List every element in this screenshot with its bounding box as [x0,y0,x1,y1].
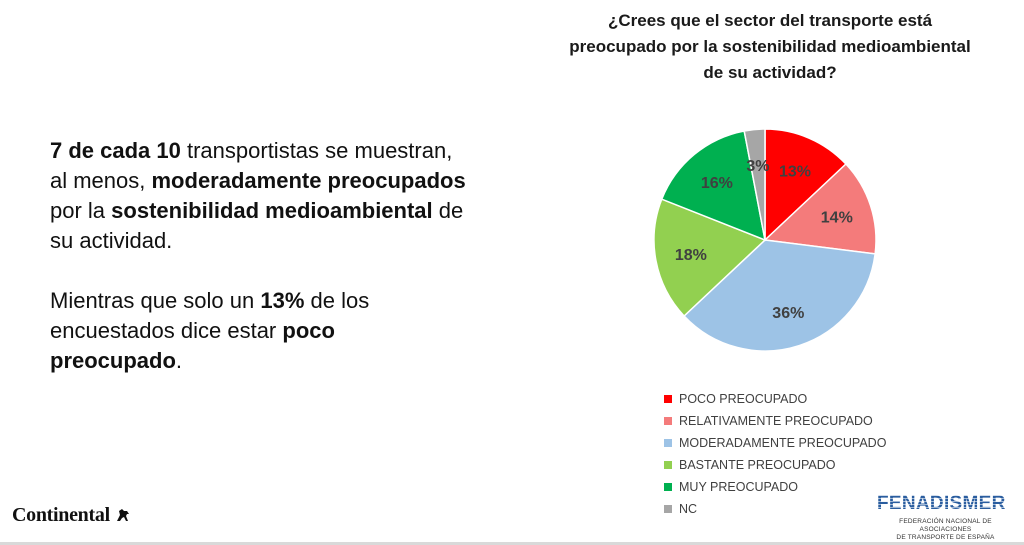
legend-swatch [664,505,672,513]
legend-swatch [664,461,672,469]
summary-paragraph-2: Mientras que solo un 13% de los encuesta… [50,288,370,373]
legend-item-poco-preocupado: POCO PREOCUPADO [664,388,886,410]
legend-item-bastante-preocupado: BASTANTE PREOCUPADO [664,454,886,476]
highlight-percent: 13% [260,288,305,313]
pie-label-relativamente-preocupado: 14% [821,210,853,227]
pie-label-moderadamente-preocupado: 36% [772,305,804,322]
continental-logo: Continental [12,504,131,527]
summary-paragraph-1: 7 de cada 10 transportistas se muestran,… [50,138,466,253]
pie-label-bastante-preocupado: 18% [675,247,707,264]
legend-swatch [664,439,672,447]
legend-label: BASTANTE PREOCUPADO [679,458,836,472]
footer-divider [0,542,1024,545]
fenadismer-logo: FENADISMER FEDERACIÓN NACIONAL DE ASOCIA… [873,493,1018,542]
horse-icon [116,509,129,521]
legend-label: POCO PREOCUPADO [679,392,808,406]
legend-swatch [664,395,672,403]
pie-label-nc: 3% [746,158,769,175]
highlight-little: poco preocupado [50,318,335,373]
chart-title: ¿Crees que el sector del transporte está… [569,11,971,82]
legend-swatch [664,483,672,491]
legend-item-relativamente-preocupado: RELATIVAMENTE PREOCUPADO [664,410,886,432]
legend-label: RELATIVAMENTE PREOCUPADO [679,414,873,428]
legend-label: MUY PREOCUPADO [679,480,799,494]
pie-slice-nc [743,128,766,241]
pie-slice-moderadamente-preocupado [683,239,876,352]
pie-slice-relativamente-preocupado [763,162,877,255]
legend-swatch [664,417,672,425]
pie-label-muy-preocupado: 16% [701,175,733,192]
legend-item-moderadamente-preocupado: MODERADAMENTE PREOCUPADO [664,432,886,454]
pie-slice-bastante-preocupado [653,198,767,318]
summary-text: 7 de cada 10 transportistas se muestran,… [50,136,470,376]
chart-legend: POCO PREOCUPADO RELATIVAMENTE PREOCUPADO M… [664,388,886,520]
highlight-sustainability: sostenibilidad medioambiental [111,198,433,223]
pie-chart: 13% 14% 36% 18% 16% 3% [653,128,877,352]
highlight-fraction: 7 de cada 10 [50,138,181,163]
pie-label-poco-preocupado: 13% [779,164,811,181]
legend-item-muy-preocupado: MUY PREOCUPADO [664,476,886,498]
legend-label: MODERADAMENTE PREOCUPADO [679,436,887,450]
highlight-moderately: moderadamente preocupados [151,168,466,193]
legend-item-nc: NC [664,498,886,520]
legend-label: NC [679,502,698,516]
pie-slice-muy-preocupado [660,130,766,242]
pie-slice-poco-preocupado [764,128,847,242]
